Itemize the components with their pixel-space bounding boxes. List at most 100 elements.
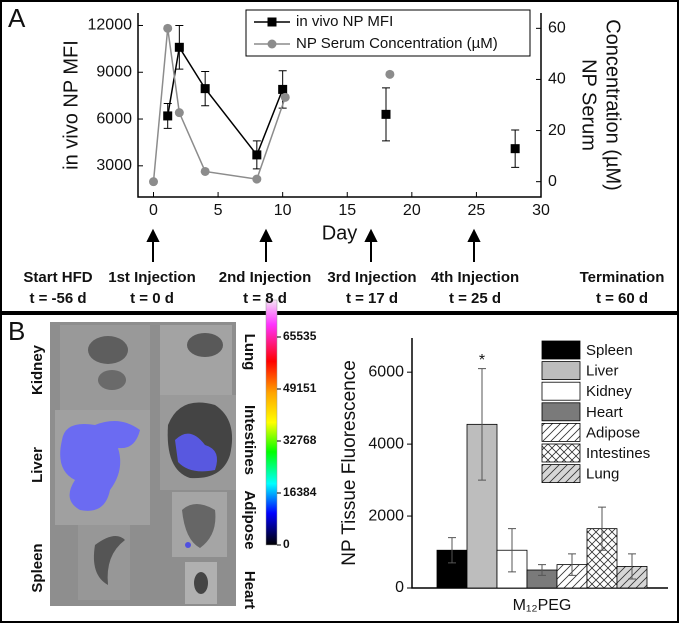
timeline-time: t = 0 d bbox=[130, 290, 174, 307]
legend-marker bbox=[267, 17, 277, 27]
timeline-label: 3rd Injection bbox=[327, 269, 416, 286]
y-tick-label: 3000 bbox=[96, 157, 132, 174]
error-bar bbox=[598, 506, 606, 551]
colorbar-tick-label: 65535 bbox=[283, 329, 317, 343]
y2-tick-label: 60 bbox=[548, 20, 566, 37]
colorbar-tick-label: 49151 bbox=[283, 381, 317, 395]
panel-label: A bbox=[8, 3, 26, 33]
legend-swatch bbox=[541, 340, 581, 360]
annotation: * bbox=[479, 352, 485, 369]
data-point bbox=[174, 108, 184, 118]
legend-swatch bbox=[541, 381, 581, 401]
legend-label: in vivo NP MFI bbox=[296, 13, 393, 30]
colorbar-tick-label: 16384 bbox=[283, 485, 317, 499]
data-point bbox=[163, 23, 173, 33]
panel-b-border bbox=[0, 313, 679, 623]
legend-marker bbox=[267, 39, 277, 49]
legend-swatch bbox=[541, 361, 581, 381]
x-tick-label: 15 bbox=[338, 202, 356, 219]
timeline-label: 2nd Injection bbox=[219, 269, 312, 286]
data-point bbox=[149, 177, 158, 187]
timeline-time: t = 60 d bbox=[596, 290, 648, 307]
legend-swatch bbox=[541, 422, 581, 442]
error-bar bbox=[628, 553, 636, 580]
axis-line bbox=[137, 13, 542, 198]
y-tick-label: 6000 bbox=[96, 110, 132, 127]
error-bar bbox=[448, 537, 456, 564]
y2-axis-label: Concentration (µM) bbox=[602, 19, 624, 191]
colorbar bbox=[265, 299, 278, 546]
x-tick-label: 0 bbox=[149, 202, 158, 219]
organ-image bbox=[50, 322, 236, 606]
y-axis-label: in vivo NP MFI bbox=[60, 40, 82, 170]
y-tick-label: 2000 bbox=[368, 507, 404, 524]
data-point bbox=[385, 69, 395, 79]
organ-label: Adipose bbox=[241, 490, 258, 549]
data-point bbox=[200, 84, 210, 94]
y2-tick-label: 20 bbox=[548, 122, 566, 139]
organ-label: Intestines bbox=[241, 405, 258, 475]
y2-tick-label: 0 bbox=[548, 173, 557, 190]
x-tick-label: 20 bbox=[403, 202, 421, 219]
x-axis-label: Day bbox=[322, 222, 358, 244]
legend-label: Intestines bbox=[586, 445, 650, 462]
legend-label: Spleen bbox=[586, 342, 633, 359]
timeline-time: t = -56 d bbox=[29, 290, 86, 307]
series-line bbox=[168, 47, 515, 155]
y-tick-label: 12000 bbox=[88, 17, 133, 34]
data-point bbox=[252, 174, 262, 184]
data-point bbox=[280, 92, 290, 102]
data-point bbox=[381, 109, 391, 119]
legend-swatch bbox=[541, 464, 581, 484]
timeline-time: t = 17 d bbox=[346, 290, 398, 307]
x-tick-label: 5 bbox=[214, 202, 223, 219]
error-bar bbox=[538, 564, 546, 576]
timeline-time: t = 25 d bbox=[449, 290, 501, 307]
data-point bbox=[200, 166, 210, 176]
timeline-label: Start HFD bbox=[23, 269, 92, 286]
legend-label: NP Serum Concentration (µM) bbox=[296, 35, 498, 52]
colorbar-tick-label: 32768 bbox=[283, 433, 317, 447]
panel-a-border bbox=[0, 0, 679, 313]
organ-label: Spleen bbox=[29, 543, 46, 592]
y-tick-label: 0 bbox=[395, 579, 404, 596]
x-tick-label: 10 bbox=[274, 202, 292, 219]
error-bar bbox=[508, 528, 516, 573]
timeline-label: 4th Injection bbox=[431, 269, 519, 286]
panel-label: B bbox=[8, 316, 25, 346]
legend-label: Heart bbox=[586, 404, 624, 421]
legend bbox=[245, 9, 531, 57]
data-point bbox=[510, 144, 520, 154]
legend-swatch bbox=[541, 402, 581, 422]
timeline-arrows bbox=[146, 228, 481, 262]
timeline-label: 1st Injection bbox=[108, 269, 196, 286]
legend-label: Adipose bbox=[586, 424, 640, 441]
x-tick-label: 25 bbox=[468, 202, 486, 219]
y-tick-label: 4000 bbox=[368, 435, 404, 452]
timeline-label: Termination bbox=[580, 269, 665, 286]
data-point bbox=[174, 42, 184, 52]
error-bar bbox=[478, 368, 486, 481]
colorbar-tick-label: 0 bbox=[283, 537, 290, 551]
y-axis-label: NP Tissue Fluorescence bbox=[339, 360, 360, 566]
legend-label: Liver bbox=[586, 363, 619, 380]
y-tick-label: 9000 bbox=[96, 63, 132, 80]
organ-label: Liver bbox=[29, 447, 46, 483]
organ-label: Kidney bbox=[29, 344, 46, 395]
data-point bbox=[252, 150, 262, 160]
legend-label: Lung bbox=[586, 466, 619, 483]
error-bar bbox=[568, 553, 576, 576]
organ-label: Lung bbox=[241, 334, 258, 371]
timeline-time: t = 8 d bbox=[243, 290, 287, 307]
x-tick-label: M₁₂PEG bbox=[513, 597, 572, 614]
x-tick-label: 30 bbox=[532, 202, 550, 219]
y-tick-label: 6000 bbox=[368, 363, 404, 380]
y2-axis-label: NP Serum bbox=[578, 59, 600, 151]
data-point bbox=[163, 111, 173, 121]
legend-swatch bbox=[541, 443, 581, 463]
data-point bbox=[278, 84, 288, 94]
y2-tick-label: 40 bbox=[548, 71, 566, 88]
organ-label: Heart bbox=[241, 571, 258, 609]
legend-label: Kidney bbox=[586, 383, 632, 400]
